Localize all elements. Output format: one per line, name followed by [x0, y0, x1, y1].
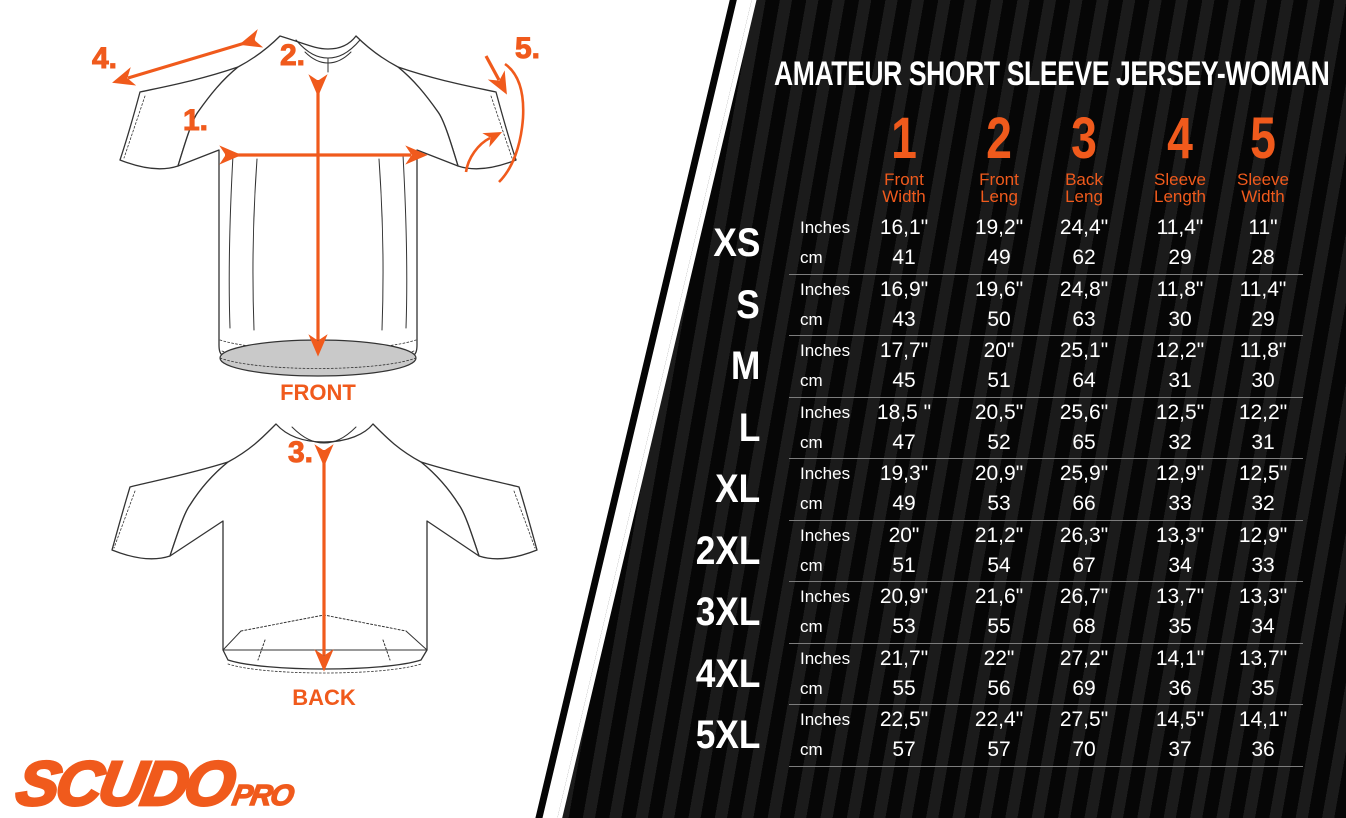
svg-text:2.: 2.	[280, 39, 305, 72]
svg-text:5.: 5.	[515, 32, 540, 65]
svg-text:1.: 1.	[183, 104, 208, 137]
svg-text:4.: 4.	[92, 42, 117, 75]
svg-text:FRONT: FRONT	[280, 380, 356, 405]
svg-text:BACK: BACK	[292, 685, 356, 710]
svg-text:3.: 3.	[288, 436, 313, 469]
